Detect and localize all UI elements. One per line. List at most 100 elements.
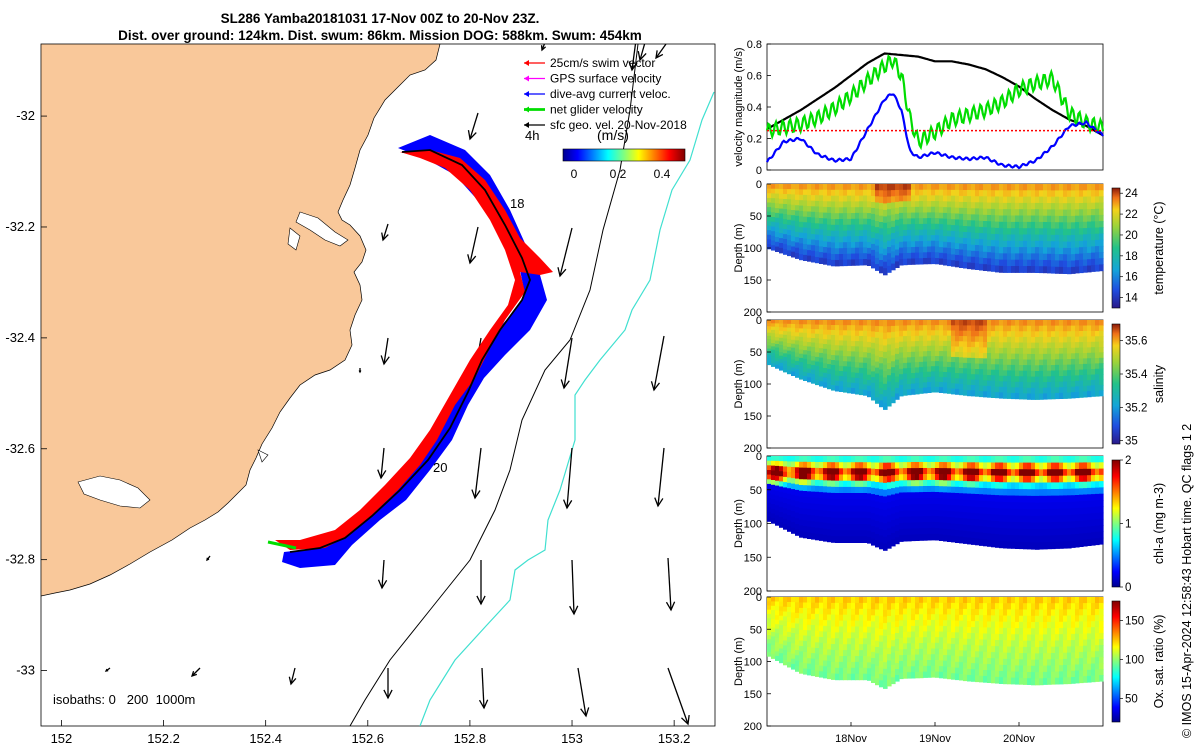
section-cell [831, 474, 836, 482]
section-cell [1043, 542, 1048, 550]
section-cell [823, 643, 828, 650]
section-cell [1039, 215, 1044, 223]
section-cell [1003, 364, 1008, 371]
section-cell [1023, 469, 1028, 477]
section-cell [1075, 266, 1080, 274]
section-cell [1023, 475, 1028, 484]
section-cell [1035, 672, 1040, 679]
section-cell [895, 493, 900, 501]
section-cell [1071, 358, 1076, 366]
section-cell [967, 621, 972, 628]
section-cell [1007, 609, 1012, 617]
section-cell [847, 189, 852, 197]
section-cell [831, 614, 836, 622]
section-cell [1071, 375, 1076, 382]
section-cell [1067, 615, 1072, 623]
section-cell [819, 212, 824, 219]
section-cell [991, 369, 996, 376]
section-cell [811, 664, 816, 671]
section-cell [803, 194, 808, 201]
section-cell [771, 623, 776, 629]
section-cell [1091, 675, 1096, 683]
section-cell [955, 225, 960, 232]
section-cell [883, 383, 888, 391]
section-cell [859, 351, 864, 358]
section-cell [895, 663, 900, 670]
section-cell [807, 658, 812, 665]
section-cell [995, 469, 1000, 477]
section-cell [875, 233, 880, 241]
section-cell [1047, 336, 1052, 344]
section-cell [823, 363, 828, 369]
section-cell [851, 468, 856, 476]
section-cell [971, 519, 976, 526]
section-cell [867, 638, 872, 646]
section-cell [879, 462, 884, 470]
section-cell [1011, 209, 1016, 217]
section-cell [943, 522, 948, 530]
section-cell [807, 217, 812, 224]
section-cell [807, 244, 812, 251]
section-cell [911, 184, 916, 191]
section-cell [815, 356, 820, 363]
section-cell [943, 387, 948, 394]
section-cell [935, 212, 940, 219]
section-cell [1091, 385, 1096, 392]
section-cell [1015, 376, 1020, 383]
section-cell [859, 346, 864, 353]
section-cell [999, 190, 1004, 198]
section-cell [1095, 184, 1100, 191]
section-cell [879, 648, 884, 656]
section-cell [1035, 240, 1040, 248]
section-cell [915, 325, 920, 332]
section-cell [783, 214, 788, 220]
section-cell [1015, 469, 1020, 477]
section-cell [1051, 253, 1056, 261]
section-cell [939, 201, 944, 208]
section-cell [1015, 677, 1020, 685]
section-cell [851, 530, 856, 537]
section-cell [883, 462, 888, 470]
section-cell [1019, 331, 1024, 338]
section-cell [1015, 331, 1020, 338]
section-cell [887, 234, 892, 242]
section-cell [963, 668, 968, 676]
section-cell [883, 489, 888, 497]
section-cell [927, 351, 932, 357]
section-cell [879, 363, 884, 371]
section-cell [995, 488, 1000, 496]
section-cell [903, 201, 908, 208]
section-cell [991, 265, 996, 272]
section-cell [967, 384, 972, 391]
section-cell [851, 632, 856, 639]
section-cell [1027, 502, 1032, 510]
section-cell [995, 336, 1000, 343]
section-cell [787, 641, 792, 648]
section-cell [1051, 342, 1056, 349]
section-cell [879, 375, 884, 383]
section-cell [791, 194, 796, 201]
section-cell [775, 198, 780, 204]
section-cell [1083, 597, 1088, 604]
section-cell [815, 245, 820, 252]
section-cell [907, 528, 912, 536]
section-cell [1083, 513, 1088, 521]
section-cell [1071, 209, 1076, 217]
section-cell [987, 246, 992, 253]
section-cell [783, 229, 788, 235]
section-cell [851, 224, 856, 231]
oxygen-colorbar-label: Ox. sat. ratio (%) [1152, 615, 1166, 709]
section-cell [795, 184, 800, 190]
section-cell [771, 610, 776, 616]
section-cell [927, 608, 932, 615]
section-cell [795, 205, 800, 212]
section-cell [1095, 221, 1100, 229]
section-cell [1067, 392, 1072, 399]
section-cell [959, 505, 964, 513]
section-cell [1035, 365, 1040, 372]
section-cell [975, 347, 980, 354]
section-cell [851, 372, 856, 379]
section-cell [1015, 634, 1020, 642]
section-cell [1023, 365, 1028, 372]
section-cell [767, 479, 772, 485]
